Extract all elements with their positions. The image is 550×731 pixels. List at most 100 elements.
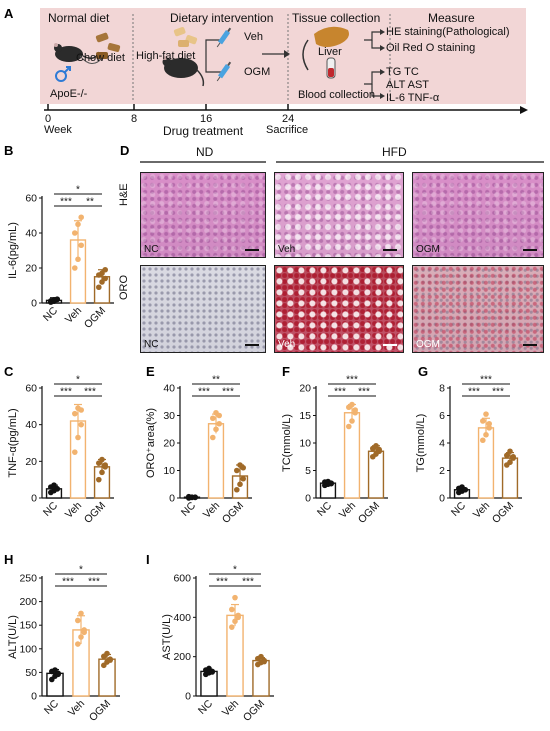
y-tick-label: 100 (19, 643, 37, 655)
syringe-icon (216, 61, 232, 82)
data-point (72, 230, 78, 236)
data-point (216, 412, 222, 419)
data-point (99, 456, 105, 463)
x-tick-label: OGM (82, 305, 108, 331)
significance-label: *** (88, 577, 100, 588)
y-tick-label: 20 (25, 263, 37, 275)
significance-label: * (76, 375, 80, 386)
data-point (328, 480, 335, 487)
x-tick-label: NC (179, 499, 199, 519)
blood-tube-icon (326, 57, 336, 79)
data-point (486, 420, 493, 427)
data-point (213, 426, 219, 433)
y-axis-label: ORO⁺area(%) (145, 408, 157, 478)
measure-liver-1: HE staining(Pathological) (386, 26, 510, 38)
data-point (99, 469, 105, 476)
measure-blood-2: ALT AST (386, 79, 430, 91)
veh-label: Veh (244, 31, 263, 43)
data-point (229, 606, 235, 613)
phase-measure: Measure (428, 11, 475, 25)
y-tick-label: 0 (439, 493, 445, 505)
measure-liver-2: Oil Red O staining (386, 42, 476, 54)
data-point (483, 411, 489, 417)
phase-tissue: Tissue collection (292, 11, 381, 25)
data-point (234, 467, 240, 474)
y-tick-label: 150 (19, 620, 37, 632)
y-axis-label: IL-6(pg/mL) (7, 222, 19, 279)
scale-bar (523, 249, 537, 251)
male-symbol-icon (55, 66, 71, 82)
x-tick-label: NC (41, 304, 61, 324)
panel-label-g: G (418, 364, 429, 379)
mouse-icon (54, 43, 100, 62)
data-point (75, 434, 81, 441)
significance-label: *** (492, 387, 504, 398)
panel-label-c: C (4, 364, 14, 379)
y-tick-label: 10 (299, 438, 311, 450)
y-tick-label: 60 (25, 193, 37, 205)
measure-blood-3: IL-6 TNF-α (386, 92, 440, 104)
y-tick-label: 15 (299, 410, 311, 422)
data-point (237, 481, 243, 488)
data-point (72, 265, 78, 271)
data-point (55, 671, 61, 678)
significance-label: *** (198, 387, 210, 398)
timeline-drug-label: Drug treatment (163, 124, 244, 138)
histology-nd-label: ND (196, 145, 214, 159)
x-tick-label: NC (315, 499, 335, 519)
significance-label: *** (222, 387, 234, 398)
data-point (261, 658, 268, 665)
hfd-label: High-fat diet (136, 50, 196, 62)
y-tick-label: 2 (439, 465, 445, 477)
histology-header-lines (140, 161, 544, 163)
data-point (102, 275, 108, 282)
data-point (78, 634, 84, 640)
data-point (210, 415, 216, 422)
data-point (510, 453, 516, 460)
micrograph-he-nc: NC (140, 172, 266, 258)
panel-label-d: D (120, 143, 130, 158)
data-point (52, 667, 58, 673)
y-tick-label: 10 (163, 465, 175, 477)
data-point (235, 614, 241, 621)
x-tick-label: OGM (241, 698, 267, 724)
micrograph-oro-nc: NC (140, 265, 266, 353)
y-tick-label: 4 (439, 438, 445, 450)
micrograph-tag: OGM (416, 339, 440, 350)
significance-label: *** (480, 375, 492, 386)
y-tick-label: 200 (173, 651, 191, 663)
timeline-arrow-head (520, 106, 528, 114)
data-point (81, 629, 87, 636)
significance-label: * (233, 565, 237, 576)
y-tick-label: 0 (185, 691, 191, 703)
tick-16: 16 (200, 113, 213, 125)
data-point (240, 464, 246, 471)
scale-bar (383, 344, 397, 346)
data-point (102, 462, 108, 468)
data-point (72, 410, 78, 417)
measure-arrows (364, 31, 380, 97)
significance-label: *** (358, 387, 370, 398)
schematic-banner (40, 8, 526, 104)
micrograph-tag: Veh (278, 339, 296, 350)
y-tick-label: 400 (173, 612, 191, 624)
data-point (462, 486, 469, 493)
y-tick-label: 20 (25, 456, 37, 468)
data-point (78, 610, 84, 617)
scale-bar (245, 344, 259, 346)
scale-bar (523, 344, 537, 346)
data-point (104, 650, 110, 657)
data-point (483, 431, 489, 438)
ogm-label: OGM (244, 66, 271, 78)
y-tick-label: 0 (305, 493, 311, 505)
micrograph-tag: Veh (278, 244, 296, 255)
tick-24: 24 (282, 113, 295, 125)
data-point (232, 594, 238, 601)
mouse-icon (162, 56, 205, 87)
panel-label-i: I (146, 552, 150, 567)
significance-label: *** (60, 197, 72, 208)
panel-label-b: B (4, 143, 14, 158)
x-tick-label: Veh (220, 698, 241, 719)
